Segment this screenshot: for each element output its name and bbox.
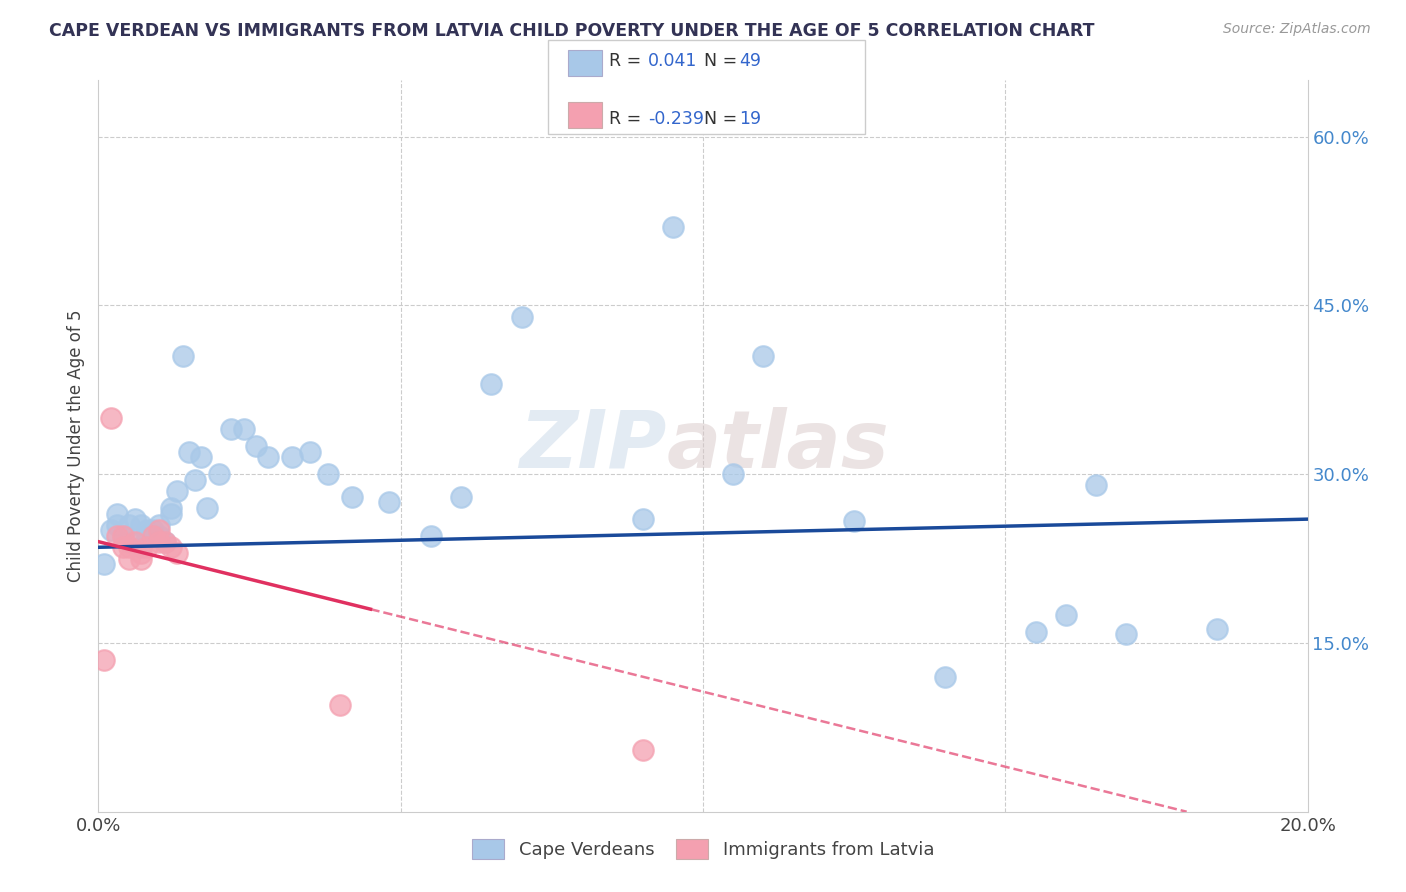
Point xyxy=(135,529,157,543)
Point xyxy=(166,483,188,498)
Point xyxy=(100,410,122,425)
Point xyxy=(148,529,170,543)
Point xyxy=(631,743,654,757)
Point xyxy=(316,467,339,482)
Point xyxy=(208,467,231,482)
Text: R =: R = xyxy=(609,110,647,128)
Text: N =: N = xyxy=(704,110,744,128)
Point xyxy=(342,490,364,504)
Point xyxy=(118,534,141,549)
Point xyxy=(142,529,165,543)
Point xyxy=(100,524,122,538)
Point xyxy=(1115,627,1137,641)
Point xyxy=(148,524,170,538)
Point xyxy=(1024,624,1046,639)
Point xyxy=(142,524,165,538)
Point xyxy=(105,517,128,532)
Point xyxy=(135,524,157,538)
Point xyxy=(111,529,134,543)
Point xyxy=(148,517,170,532)
Point xyxy=(844,515,866,529)
Point xyxy=(299,444,322,458)
Y-axis label: Child Poverty Under the Age of 5: Child Poverty Under the Age of 5 xyxy=(66,310,84,582)
Text: 19: 19 xyxy=(740,110,762,128)
Point xyxy=(135,541,157,555)
Point xyxy=(166,546,188,560)
Point xyxy=(93,653,115,667)
Point xyxy=(118,551,141,566)
Point xyxy=(377,495,399,509)
Point xyxy=(118,541,141,555)
Point xyxy=(153,534,176,549)
Point xyxy=(256,450,278,465)
Point xyxy=(481,377,503,392)
Point xyxy=(160,507,183,521)
Point xyxy=(1206,623,1229,637)
Point xyxy=(160,500,183,515)
Point xyxy=(129,517,152,532)
Text: atlas: atlas xyxy=(666,407,890,485)
Point xyxy=(129,541,152,555)
Point xyxy=(1085,478,1108,492)
Point xyxy=(631,512,654,526)
Point xyxy=(111,529,134,543)
Point xyxy=(450,490,472,504)
Point xyxy=(661,219,683,234)
Text: ZIP: ZIP xyxy=(519,407,666,485)
Point xyxy=(510,310,533,324)
Point xyxy=(124,534,146,549)
Point xyxy=(752,349,775,363)
Point xyxy=(329,698,352,712)
Point xyxy=(124,512,146,526)
Point xyxy=(184,473,207,487)
Point xyxy=(148,534,170,549)
Point xyxy=(281,450,304,465)
Point xyxy=(1054,607,1077,622)
Point xyxy=(190,450,212,465)
Point xyxy=(111,541,134,555)
Point xyxy=(195,500,218,515)
Point xyxy=(232,422,254,436)
Point xyxy=(179,444,201,458)
Point xyxy=(153,534,176,549)
Point xyxy=(160,541,183,555)
Point xyxy=(934,670,956,684)
Point xyxy=(118,517,141,532)
Point xyxy=(245,439,267,453)
Point xyxy=(172,349,194,363)
Point xyxy=(129,551,152,566)
Text: -0.239: -0.239 xyxy=(648,110,704,128)
Text: R =: R = xyxy=(609,52,647,70)
Point xyxy=(105,507,128,521)
Text: 49: 49 xyxy=(740,52,762,70)
Point xyxy=(129,546,152,560)
Point xyxy=(420,529,443,543)
Legend: Cape Verdeans, Immigrants from Latvia: Cape Verdeans, Immigrants from Latvia xyxy=(463,830,943,869)
Text: N =: N = xyxy=(704,52,744,70)
Point xyxy=(93,557,115,571)
Point xyxy=(105,529,128,543)
Text: CAPE VERDEAN VS IMMIGRANTS FROM LATVIA CHILD POVERTY UNDER THE AGE OF 5 CORRELAT: CAPE VERDEAN VS IMMIGRANTS FROM LATVIA C… xyxy=(49,22,1095,40)
Text: Source: ZipAtlas.com: Source: ZipAtlas.com xyxy=(1223,22,1371,37)
Text: 0.041: 0.041 xyxy=(648,52,697,70)
Point xyxy=(723,467,745,482)
Point xyxy=(221,422,243,436)
